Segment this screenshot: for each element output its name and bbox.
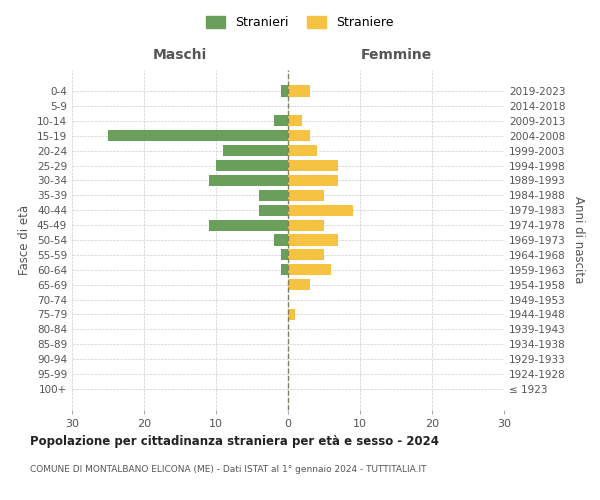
Text: Maschi: Maschi <box>153 48 207 62</box>
Bar <box>209 220 288 230</box>
Bar <box>288 86 310 96</box>
Text: Popolazione per cittadinanza straniera per età e sesso - 2024: Popolazione per cittadinanza straniera p… <box>30 435 439 448</box>
Bar <box>274 234 288 246</box>
Bar <box>288 190 324 201</box>
Y-axis label: Anni di nascita: Anni di nascita <box>572 196 585 284</box>
Text: Femmine: Femmine <box>361 48 431 62</box>
Bar <box>288 115 302 126</box>
Bar <box>288 220 324 230</box>
Bar <box>281 86 288 96</box>
Bar <box>281 250 288 260</box>
Bar <box>274 115 288 126</box>
Bar <box>288 175 338 186</box>
Bar <box>209 175 288 186</box>
Text: COMUNE DI MONTALBANO ELICONA (ME) - Dati ISTAT al 1° gennaio 2024 - TUTTITALIA.I: COMUNE DI MONTALBANO ELICONA (ME) - Dati… <box>30 465 427 474</box>
Bar <box>259 204 288 216</box>
Legend: Stranieri, Straniere: Stranieri, Straniere <box>202 11 398 34</box>
Bar <box>223 145 288 156</box>
Bar <box>288 160 338 171</box>
Bar <box>288 309 295 320</box>
Bar <box>288 250 324 260</box>
Bar <box>288 130 310 141</box>
Bar <box>108 130 288 141</box>
Bar <box>288 145 317 156</box>
Bar <box>288 234 338 246</box>
Bar <box>288 204 353 216</box>
Bar <box>259 190 288 201</box>
Bar <box>288 279 310 290</box>
Y-axis label: Fasce di età: Fasce di età <box>19 205 31 275</box>
Bar <box>281 264 288 276</box>
Bar <box>288 264 331 276</box>
Bar <box>216 160 288 171</box>
